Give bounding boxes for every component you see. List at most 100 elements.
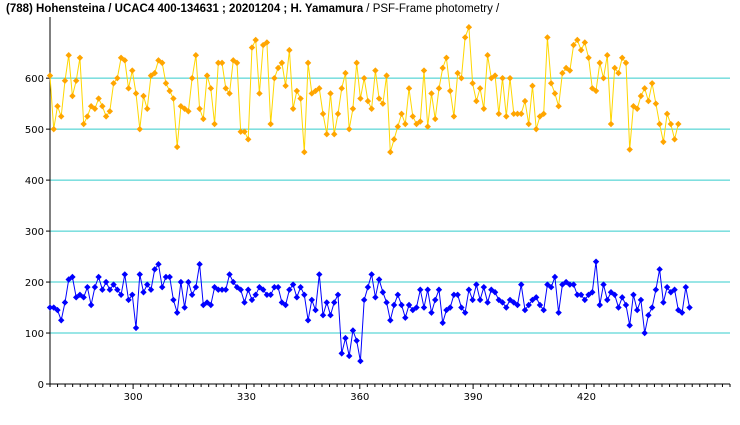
series-lower-point-67 [297, 283, 304, 291]
series-lower-point-95 [402, 314, 409, 321]
series-lower-point-47 [222, 286, 229, 293]
series-upper-point-87 [372, 67, 379, 74]
series-upper-point-28 [151, 69, 158, 77]
series-upper-point-136 [555, 103, 562, 110]
series-lower-point-10 [84, 283, 91, 291]
series-lower-point-127 [521, 306, 529, 314]
series-lower-point-109 [454, 291, 461, 298]
series-upper-point-89 [379, 100, 387, 107]
series-upper-point-145 [589, 85, 596, 92]
series-upper-point-128 [525, 120, 532, 128]
series-lower-point-17 [110, 281, 117, 288]
series-lower-point-158 [637, 296, 645, 304]
chart-title: (788) Hohensteina / UCAC4 400-134631 ; 2… [6, 3, 499, 15]
series-upper-point-85 [364, 97, 372, 105]
series-upper-point-41 [200, 115, 207, 123]
y-tick-label-100: 100 [25, 329, 44, 340]
series-upper-point-156 [630, 103, 637, 110]
series-lower-point-103 [432, 296, 439, 304]
series-upper-point-142 [577, 46, 585, 54]
grid-lines [50, 77, 730, 334]
series-lower-point-102 [428, 309, 435, 316]
series-upper-point-78 [338, 85, 345, 92]
series-lower-point-0 [46, 304, 54, 311]
series-upper-point-167 [671, 136, 678, 143]
series-lower-point-79 [342, 334, 349, 342]
series-lower-point-24 [136, 271, 143, 278]
series-upper-point-144 [585, 54, 592, 61]
series-upper-point-100 [420, 67, 428, 74]
series-lower-point-25 [140, 289, 147, 296]
series-lower-point-146 [592, 258, 600, 265]
series-upper-point-12 [91, 105, 99, 112]
series-upper-point-149 [604, 52, 611, 59]
series-upper-point-34 [173, 143, 181, 151]
series-lower-point-161 [648, 304, 656, 311]
series-upper-point-65 [289, 105, 297, 112]
series-lower-point-13 [95, 273, 102, 281]
chart-title-suffix: / PSF-Frame photometry / [363, 3, 500, 15]
series-lower-point-57 [259, 286, 267, 293]
series-lower-point-171 [686, 304, 693, 311]
series-lower-point-122 [503, 304, 510, 311]
chart-title-main: (788) Hohensteina / UCAC4 400-134631 ; 2… [6, 3, 364, 15]
series-lower-point-157 [633, 306, 641, 314]
series-upper-point-166 [667, 120, 675, 128]
series-lower-point-19 [117, 291, 125, 298]
series-upper-point-102 [428, 90, 435, 97]
series-lower-point-111 [461, 309, 469, 316]
series-lower-point-72 [316, 271, 323, 278]
series-lower-point-90 [383, 299, 390, 306]
series-upper-point-15 [102, 113, 110, 120]
series-upper-point-64 [286, 46, 293, 54]
series-upper-point-1 [50, 125, 57, 133]
series-lower-point-88 [375, 276, 383, 283]
series-lower-point-131 [536, 301, 544, 309]
series-upper-point-52 [241, 128, 248, 135]
series-upper-point-16 [106, 108, 114, 115]
series-upper-point-113 [469, 80, 476, 87]
series-lower-point-128 [525, 301, 532, 309]
series-upper-point-130 [533, 125, 540, 133]
series-upper-point-60 [271, 74, 278, 82]
series-lower-point-18 [114, 286, 121, 293]
series-lower-point-142 [577, 291, 585, 298]
series-lower [46, 258, 693, 365]
series-lower-point-11 [87, 301, 95, 309]
series-lower-point-59 [267, 291, 274, 298]
series-lower-point-160 [645, 311, 652, 319]
series-upper-point-22 [129, 67, 136, 74]
series-upper-point-5 [65, 52, 72, 59]
series-lower-point-55 [252, 291, 259, 298]
series-lower-point-2 [54, 306, 61, 314]
series-upper-point-35 [177, 103, 185, 110]
series-lower-point-98 [413, 304, 420, 311]
series-lower-point-117 [484, 299, 491, 306]
series-upper-point-168 [675, 120, 682, 128]
series-lower-point-77 [334, 291, 342, 298]
series-lower-point-53 [245, 286, 252, 293]
series-upper-point-54 [248, 44, 256, 51]
series-upper-point-91 [387, 148, 394, 156]
series-upper-point-46 [218, 59, 226, 67]
series-lower-point-63 [282, 301, 289, 309]
series-upper-point-43 [207, 85, 215, 92]
series-lower-point-164 [660, 299, 667, 306]
series-lower-point-154 [622, 301, 630, 309]
series-lower-point-114 [473, 281, 480, 288]
series-upper-point-81 [349, 105, 357, 112]
series-upper-point-58 [263, 39, 271, 46]
series-upper-point-56 [256, 90, 263, 97]
series-lower-point-34 [173, 309, 181, 316]
series-lower-point-89 [379, 289, 387, 296]
series-lower-point-110 [458, 304, 465, 311]
series-lower-point-108 [450, 291, 458, 298]
series-lower-point-83 [357, 357, 364, 365]
series-upper-point-55 [252, 36, 259, 44]
series-upper-point-76 [331, 131, 338, 138]
series-upper-point-26 [144, 105, 151, 112]
series-upper-point-125 [514, 110, 521, 118]
series-upper-point-24 [136, 125, 143, 133]
series-lower-point-49 [230, 278, 237, 286]
